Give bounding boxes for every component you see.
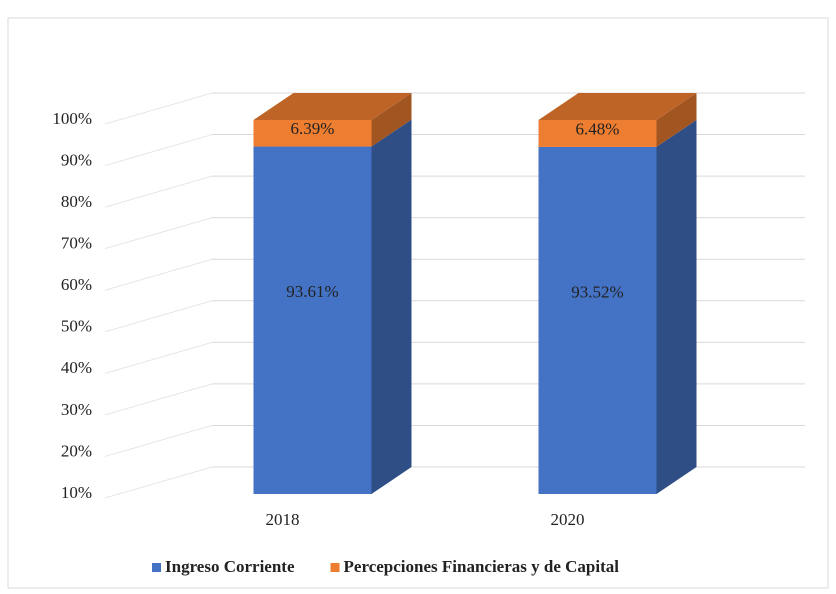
side-grid-line [104, 175, 213, 208]
data-label: 93.61% [286, 282, 338, 301]
y-tick-label: 70% [61, 234, 92, 253]
chart-frame [7, 17, 829, 589]
y-tick-label: 10% [61, 483, 92, 502]
legend-label: Ingreso Corriente [165, 557, 295, 576]
data-label: 6.39% [291, 119, 335, 138]
y-tick-label: 80% [61, 192, 92, 211]
side-grid-line [104, 300, 213, 333]
side-grid-line [104, 134, 213, 167]
side-grid-line [104, 424, 213, 457]
bar-side [371, 119, 412, 494]
y-tick-label: 30% [61, 400, 92, 419]
x-tick-label: 2018 [266, 510, 300, 529]
data-label: 93.52% [571, 282, 623, 301]
bar-front [538, 146, 657, 495]
y-tick-label: 60% [61, 275, 92, 294]
x-tick-label: 2020 [551, 510, 585, 529]
side-grid-line [104, 341, 213, 374]
y-tick-label: 100% [52, 109, 92, 128]
bar-top [253, 93, 412, 120]
legend-swatch [152, 563, 161, 572]
y-tick-label: 20% [61, 441, 92, 460]
legend: Ingreso Corriente Percepciones Financiera… [152, 557, 619, 576]
bar-side [371, 93, 412, 147]
side-grid-line [104, 383, 213, 416]
bar-front [538, 120, 657, 147]
data-label: 6.48% [576, 119, 620, 138]
side-grid-line [104, 217, 213, 250]
side-grid-line [104, 92, 213, 125]
y-tick-label: 40% [61, 358, 92, 377]
legend-label: Percepciones Financieras y de Capital [344, 557, 620, 576]
legend-swatch [330, 563, 340, 572]
bar-front [253, 146, 372, 494]
bar-top [538, 93, 697, 120]
bar-front [253, 120, 372, 147]
y-tick-label: 50% [61, 317, 92, 336]
y-tick-label: 90% [61, 150, 92, 169]
bar-side [656, 93, 697, 147]
bar-side [656, 119, 697, 494]
side-grid-line [104, 466, 213, 499]
side-grid-line [104, 258, 213, 291]
